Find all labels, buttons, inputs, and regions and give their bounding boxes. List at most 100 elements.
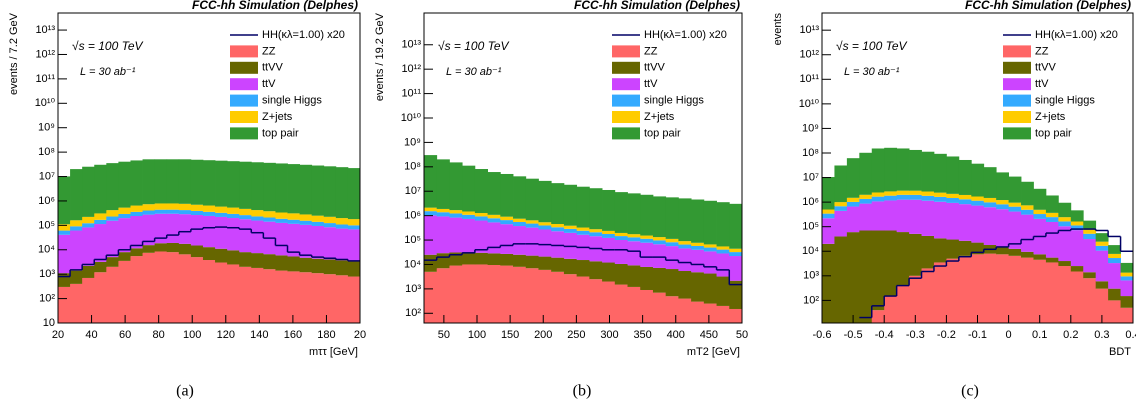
bar-segment bbox=[614, 192, 628, 233]
bar-segment bbox=[58, 224, 71, 231]
bar-segment bbox=[921, 235, 935, 269]
bar-segment bbox=[983, 167, 997, 198]
bar-segment bbox=[500, 253, 514, 266]
bar-segment bbox=[958, 240, 972, 256]
y-tick-label: 10³ bbox=[405, 283, 421, 295]
bar-segment bbox=[871, 310, 885, 323]
bar-segment bbox=[551, 257, 565, 272]
legend-swatch bbox=[230, 61, 258, 74]
bar-segment bbox=[602, 262, 616, 282]
bar-segment bbox=[716, 253, 730, 277]
legend-label: top pair bbox=[1035, 127, 1072, 139]
legend-swatch bbox=[612, 78, 640, 91]
y-tick-label: 10⁸ bbox=[802, 147, 819, 159]
panel: -0.6 -0.5 -0.4 -0.3 -0.2 -0.1 0 0.1 0.2 0.3 0.4 10²… bbox=[772, 0, 1136, 400]
bar-segment bbox=[335, 167, 349, 219]
bar-segment bbox=[227, 213, 240, 219]
bar-segment bbox=[703, 303, 717, 323]
bar-segment bbox=[946, 193, 960, 199]
bar-segment bbox=[58, 273, 71, 287]
x-tick-label: 50 bbox=[438, 329, 450, 341]
bar-segment bbox=[487, 222, 501, 254]
bar-segment bbox=[299, 257, 313, 273]
y-tick-label: 10⁵ bbox=[404, 234, 421, 246]
bar-segment bbox=[275, 163, 288, 213]
bar-segment bbox=[474, 213, 488, 217]
y-tick-label: 10⁹ bbox=[38, 122, 55, 134]
bar-segment bbox=[834, 206, 848, 211]
bar-segment bbox=[563, 184, 578, 226]
bar-segment bbox=[513, 266, 527, 323]
bar-segment bbox=[70, 226, 83, 231]
bar-segment bbox=[1083, 272, 1097, 279]
bar-segment bbox=[846, 232, 860, 323]
bar-segment bbox=[1021, 205, 1034, 210]
bar-segment bbox=[602, 233, 616, 238]
bar-segment bbox=[1058, 261, 1072, 267]
bar-segment bbox=[215, 160, 228, 207]
bar-segment bbox=[424, 211, 438, 216]
y-tick-label: 10⁸ bbox=[38, 146, 55, 158]
bar-segment bbox=[436, 159, 450, 209]
bar-segment bbox=[846, 201, 860, 207]
x-tick-label: 0.3 bbox=[1094, 329, 1109, 341]
x-tick-label: 120 bbox=[217, 329, 235, 341]
bar-segment bbox=[589, 188, 603, 230]
bar-segment bbox=[142, 159, 156, 205]
bar-segment bbox=[971, 242, 985, 255]
bar-segment bbox=[859, 203, 873, 231]
bar-segment bbox=[846, 158, 860, 198]
bar-segment bbox=[896, 232, 910, 286]
bar-segment bbox=[909, 233, 922, 276]
bar-segment bbox=[178, 214, 192, 244]
bar-segment bbox=[551, 183, 565, 225]
bar-segment bbox=[859, 230, 873, 323]
bar-segment bbox=[640, 266, 654, 290]
bar-segment bbox=[1120, 262, 1133, 273]
bar-segment bbox=[729, 280, 742, 309]
bar-segment bbox=[1108, 245, 1121, 254]
bar-segment bbox=[82, 166, 95, 217]
bar-segment bbox=[983, 207, 997, 245]
bar-segment bbox=[691, 301, 705, 323]
legend-label: top pair bbox=[262, 127, 299, 139]
y-tick-label: 10⁹ bbox=[802, 122, 819, 134]
bar-segment bbox=[1008, 176, 1022, 203]
bar-segment bbox=[1008, 255, 1022, 323]
bar-segment bbox=[347, 168, 360, 220]
bar-segment bbox=[94, 261, 107, 273]
bar-segment bbox=[311, 215, 325, 222]
bar-segment bbox=[94, 213, 107, 220]
bar-segment bbox=[500, 173, 514, 217]
bar-segment bbox=[921, 195, 935, 201]
bar-segment bbox=[474, 252, 488, 265]
bar-segment bbox=[1083, 229, 1097, 234]
bar-segment bbox=[202, 205, 216, 212]
chart-title: FCC-hh Simulation (Delphes) bbox=[965, 0, 1131, 12]
x-tick-label: 180 bbox=[317, 329, 335, 341]
x-tick-label: -0.4 bbox=[875, 329, 894, 341]
bar-segment bbox=[703, 244, 717, 248]
bar-segment bbox=[323, 227, 337, 260]
bar-segment bbox=[190, 215, 204, 246]
x-tick-label: -0.1 bbox=[968, 329, 987, 341]
x-tick-label: 300 bbox=[600, 329, 618, 341]
bar-segment bbox=[227, 207, 240, 214]
bar-segment bbox=[94, 164, 107, 214]
bar-segment bbox=[166, 209, 180, 214]
bar-segment bbox=[275, 270, 288, 323]
bar-segment bbox=[424, 207, 438, 212]
bar-segment bbox=[142, 204, 156, 211]
bar-segment bbox=[678, 270, 692, 299]
y-tick-label: 10⁷ bbox=[39, 170, 55, 182]
bar-segment bbox=[691, 245, 705, 250]
bar-segment bbox=[589, 229, 603, 233]
bar-segment bbox=[996, 204, 1009, 210]
x-tick-label: 100 bbox=[468, 329, 486, 341]
bar-segment bbox=[227, 264, 240, 323]
bar-segment bbox=[82, 277, 95, 323]
bar-segment bbox=[665, 197, 679, 239]
frame bbox=[57, 12, 361, 324]
bar-segment bbox=[154, 243, 168, 252]
bar-segment bbox=[106, 163, 119, 211]
